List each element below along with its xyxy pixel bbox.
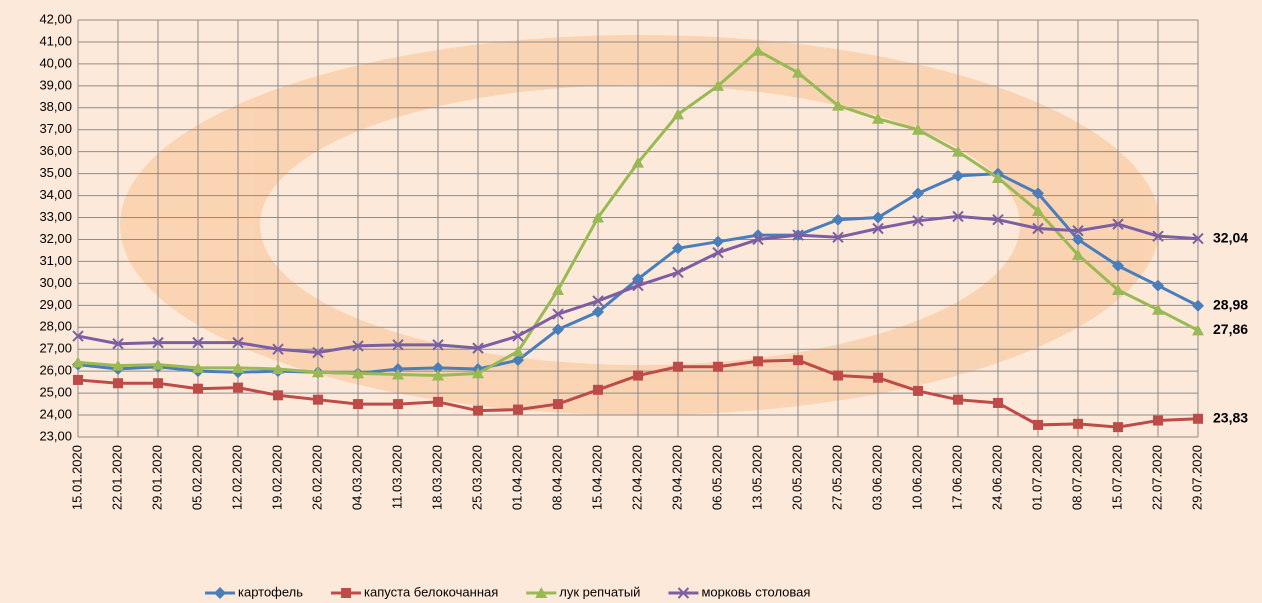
legend-item: картофель	[205, 584, 303, 599]
marker	[353, 399, 363, 409]
x-tick-label: 29.07.2020	[1189, 445, 1204, 510]
data-label: 32,04	[1213, 229, 1248, 245]
y-tick-label: 28,00	[39, 319, 72, 334]
y-tick-label: 37,00	[39, 121, 72, 136]
y-tick-label: 26,00	[39, 363, 72, 378]
marker	[193, 384, 203, 394]
marker	[873, 373, 883, 383]
legend-label: картофель	[238, 584, 303, 599]
x-tick-label: 12.02.2020	[229, 445, 244, 510]
x-tick-label: 01.04.2020	[509, 445, 524, 510]
data-label: 27,86	[1213, 321, 1248, 337]
marker	[633, 371, 643, 381]
x-tick-label: 11.03.2020	[389, 445, 404, 509]
page: {"chart_data": {"type": "line", "categor…	[0, 0, 1262, 603]
marker	[913, 386, 923, 396]
marker	[1153, 416, 1163, 426]
marker	[513, 405, 523, 415]
x-tick-label: 19.02.2020	[269, 445, 284, 510]
y-tick-label: 29,00	[39, 297, 72, 312]
x-tick-label: 13.05.2020	[749, 445, 764, 510]
x-tick-label: 22.04.2020	[629, 445, 644, 510]
marker	[393, 399, 403, 409]
marker	[1152, 280, 1164, 292]
x-tick-label: 22.07.2020	[1149, 445, 1164, 510]
marker	[753, 356, 763, 366]
marker	[1113, 422, 1123, 432]
marker	[341, 588, 351, 598]
x-tick-label: 04.03.2020	[349, 445, 364, 510]
data-label: 28,98	[1213, 296, 1248, 312]
marker	[673, 362, 683, 372]
marker	[73, 375, 83, 385]
y-tick-label: 30,00	[39, 275, 72, 290]
y-tick-label: 39,00	[39, 77, 72, 92]
legend-item: лук репчатый	[526, 584, 640, 599]
y-tick-label: 36,00	[39, 143, 72, 158]
x-tick-label: 27.05.2020	[829, 445, 844, 510]
y-tick-label: 32,00	[39, 231, 72, 246]
x-tick-label: 25.03.2020	[469, 445, 484, 510]
marker	[553, 399, 563, 409]
legend-item: морковь столовая	[668, 584, 810, 599]
marker	[433, 397, 443, 407]
marker	[473, 406, 483, 416]
y-tick-label: 41,00	[39, 33, 72, 48]
x-tick-label: 01.07.2020	[1029, 445, 1044, 510]
data-label: 23,83	[1213, 409, 1248, 425]
y-tick-label: 40,00	[39, 55, 72, 70]
marker	[153, 378, 163, 388]
x-tick-label: 08.04.2020	[549, 445, 564, 510]
x-tick-label: 20.05.2020	[789, 445, 804, 510]
watermark	[120, 35, 1160, 415]
legend-label: капуста белокочанная	[364, 584, 498, 599]
marker	[233, 383, 243, 393]
y-tick-label: 38,00	[39, 99, 72, 114]
marker	[993, 398, 1003, 408]
marker	[1192, 300, 1204, 312]
y-tick-label: 35,00	[39, 165, 72, 180]
marker	[273, 390, 283, 400]
x-tick-label: 06.05.2020	[709, 445, 724, 510]
x-tick-label: 18.03.2020	[429, 445, 444, 510]
marker	[953, 395, 963, 405]
x-tick-label: 26.02.2020	[309, 445, 324, 510]
legend-label: морковь столовая	[701, 584, 810, 599]
legend-label: лук репчатый	[559, 584, 640, 599]
legend-item: капуста белокочанная	[331, 584, 498, 599]
y-tick-label: 24,00	[39, 406, 72, 421]
x-tick-label: 22.01.2020	[109, 445, 124, 510]
x-tick-label: 10.06.2020	[909, 445, 924, 510]
marker	[793, 355, 803, 365]
y-tick-label: 42,00	[39, 11, 72, 26]
marker	[113, 378, 123, 388]
chart: 23,00 24,00 25,00 26,00 27,00 28,00 29,00 30,00…	[0, 0, 1262, 603]
x-tick-label: 17.06.2020	[949, 445, 964, 510]
marker	[214, 587, 226, 599]
x-tick-label: 03.06.2020	[869, 445, 884, 510]
y-tick-label: 34,00	[39, 187, 72, 202]
marker	[833, 371, 843, 381]
x-tick-label: 15.04.2020	[589, 445, 604, 510]
x-tick-label: 15.07.2020	[1109, 445, 1124, 510]
marker	[1193, 414, 1203, 424]
x-tick-label: 08.07.2020	[1069, 445, 1084, 510]
y-tick-label: 33,00	[39, 209, 72, 224]
y-tick-label: 31,00	[39, 253, 72, 268]
marker	[313, 395, 323, 405]
x-tick-label: 29.04.2020	[669, 445, 684, 510]
x-tick-label: 29.01.2020	[149, 445, 164, 510]
y-tick-label: 27,00	[39, 341, 72, 356]
marker	[1033, 420, 1043, 430]
y-tick-label: 23,00	[39, 428, 72, 443]
x-tick-label: 24.06.2020	[989, 445, 1004, 510]
x-tick-label: 05.02.2020	[189, 445, 204, 510]
y-tick-label: 25,00	[39, 385, 72, 400]
x-tick-label: 15.01.2020	[69, 445, 84, 510]
marker	[1073, 419, 1083, 429]
marker	[593, 385, 603, 395]
marker	[713, 362, 723, 372]
legend: картофель капуста белокочанная лук репчаты…	[205, 584, 810, 599]
